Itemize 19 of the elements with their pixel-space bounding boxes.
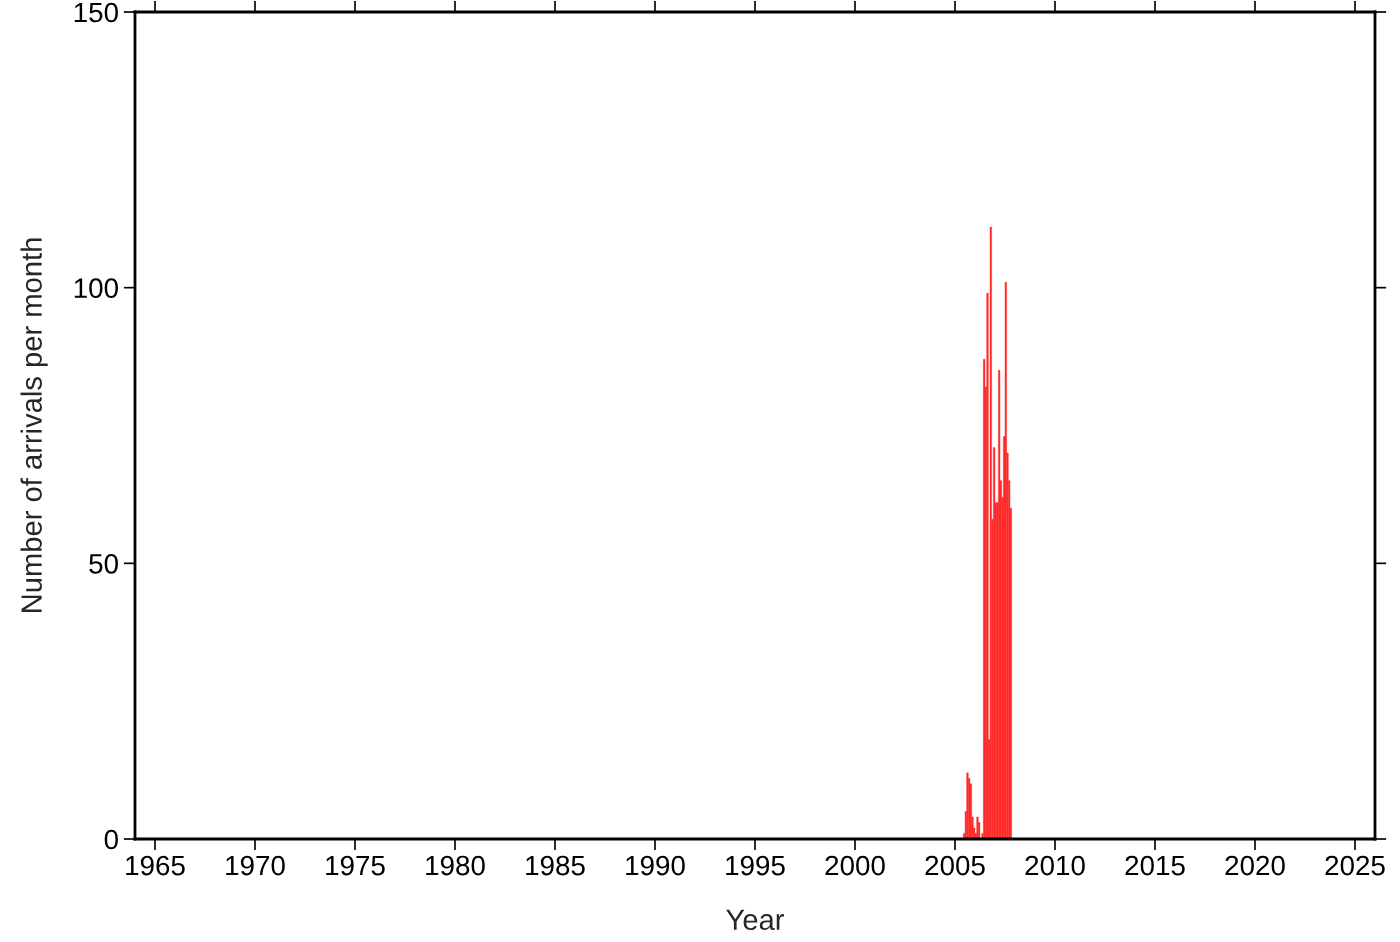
x-tick-label: 2025 [1325,855,1385,876]
x-tick-label: 1965 [126,855,185,876]
y-tick-label: 0 [104,829,118,850]
x-tick-label: 2015 [1125,855,1185,876]
x-tick-label: 1975 [326,855,385,876]
y-axis-title: Number of arrivals per month [20,238,48,612]
x-tick-label: 1985 [526,855,585,876]
y-tick-label: 50 [89,554,118,574]
x-tick-label: 1995 [726,855,785,876]
x-axis-title: Year [726,909,784,931]
x-tick-label: 2020 [1225,855,1285,876]
x-tick-label: 1990 [626,855,685,876]
x-tick-label: 2000 [825,855,885,876]
x-tick-label: 2005 [925,855,985,876]
x-tick-label: 2010 [1025,855,1085,876]
y-tick-label: 100 [74,278,118,299]
x-tick-label: 1970 [226,855,285,876]
y-tick-label: 150 [74,2,118,23]
x-tick-label: 1980 [426,855,485,876]
